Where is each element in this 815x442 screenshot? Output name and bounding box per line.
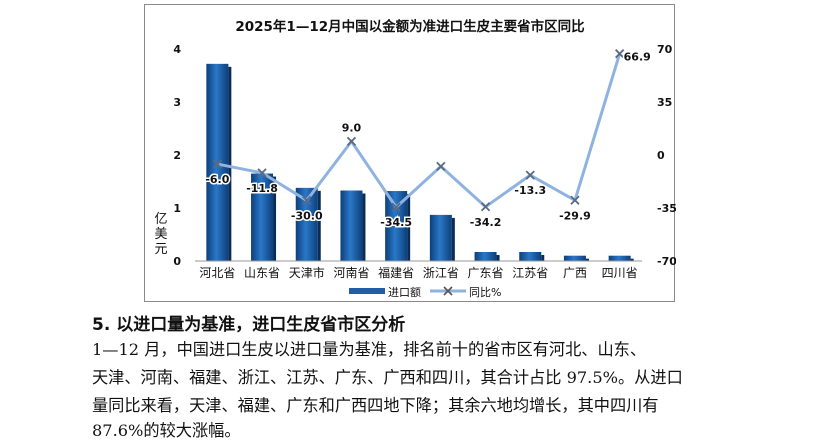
bar: [340, 190, 363, 261]
bar-shadow: [451, 217, 455, 261]
left-tick-label: 0: [173, 255, 181, 268]
bar: [295, 187, 318, 261]
left-tick-label: 2: [173, 149, 181, 162]
x-tick-label: 山东省: [244, 266, 280, 280]
bar: [474, 251, 497, 261]
right-tick-label: 0: [657, 149, 665, 162]
bar-shadow: [273, 176, 277, 261]
legend-line-label: 同比%: [469, 286, 501, 299]
bar-series: [206, 63, 634, 262]
right-tick-label: -70: [657, 255, 676, 268]
point-label: 9.0: [342, 121, 362, 134]
paragraph-line-3: 量同比来看，天津、福建、广东和广西四地下降；其余六地均增长，其中四川有: [92, 396, 659, 415]
point-label: -34.2: [470, 216, 502, 229]
line-point: [391, 202, 401, 212]
bar-shadow: [630, 258, 634, 261]
bar: [251, 173, 274, 261]
right-tick-label: -35: [657, 202, 676, 215]
bar: [519, 251, 542, 261]
bar: [608, 255, 631, 261]
bar-shadow: [496, 254, 500, 261]
left-axis: 0 1 2 3 4: [173, 43, 181, 268]
bar-shadow: [362, 193, 366, 261]
line-point: [302, 195, 312, 206]
y-axis-label-char: 亿: [154, 212, 167, 227]
line-point: [570, 195, 580, 205]
legend-bar-label: 进口额: [388, 286, 421, 299]
left-tick-label: 4: [173, 43, 181, 56]
y-axis-label-char: 元: [154, 242, 167, 257]
bar-shadow: [228, 66, 232, 261]
line-point: [525, 170, 535, 180]
x-tick-label: 河南省: [333, 265, 369, 280]
y-axis-label: 亿美元: [154, 212, 167, 257]
bar-shadow: [407, 194, 411, 261]
point-label: -34.5: [380, 216, 412, 229]
right-tick-label: 70: [657, 43, 673, 56]
x-tick-label: 广西: [563, 266, 587, 280]
line-point: [436, 161, 446, 171]
x-tick-label: 浙江省: [423, 266, 459, 280]
import-chart: 2025年1—12月中国以金额为准进口生皮主要省市区同比 0 1 2 3 4 -70 -3…: [144, 4, 676, 302]
point-label: -13.3: [514, 184, 546, 197]
x-tick-label: 四川省: [602, 266, 638, 280]
left-tick-label: 1: [173, 202, 181, 215]
chart-canvas: 2025年1—12月中国以金额为准进口生皮主要省市区同比 0 1 2 3 4 -70 -3…: [154, 18, 676, 299]
right-axis: -70 -35 0 35 70: [657, 43, 676, 268]
chart-title: 2025年1—12月中国以金额为准进口生皮主要省市区同比: [235, 18, 584, 35]
line-point: [257, 168, 267, 178]
legend-line-marker: [443, 286, 453, 296]
bar-shadow: [585, 258, 589, 261]
point-label: -11.8: [246, 182, 278, 195]
bar: [429, 214, 452, 261]
y-axis-label-char: 美: [154, 227, 167, 242]
paragraph-line-1: 1—12 月，中国进口生皮以进口量为基准，排名前十的省市区有河北、山东、: [92, 340, 647, 359]
line-point: [212, 159, 222, 169]
x-tick-label: 天津市: [289, 265, 325, 280]
x-tick-label: 江苏省: [512, 266, 548, 280]
point-label: -29.9: [559, 209, 591, 222]
right-tick-label: 35: [657, 96, 672, 109]
legend-bar-swatch: [349, 288, 385, 294]
bar: [206, 63, 229, 262]
bar-shadow: [317, 190, 321, 261]
line-point: [615, 49, 625, 59]
line-series: [212, 49, 625, 212]
section-heading: 5. 以进口量为基准，进口生皮省市区分析: [92, 315, 406, 335]
line-point: [480, 202, 491, 212]
paragraph-line-4: 87.6%的较大涨幅。: [92, 421, 241, 440]
point-label: -6.0: [205, 173, 229, 186]
x-axis-labels: 河北省 山东省 天津市 河南省 福建省 浙江省 广东省 江苏省 广西 四川省: [199, 265, 637, 280]
line-path: [217, 53, 622, 209]
point-label: 66.9: [624, 51, 651, 64]
line-point: [346, 136, 357, 147]
bar: [563, 255, 586, 261]
paragraph-line-2: 天津、河南、福建、浙江、江苏、广东、广西和四川，其合计占比 97.5%。从进口: [92, 368, 683, 387]
x-tick-label: 广东省: [468, 266, 504, 280]
left-tick-label: 3: [173, 96, 181, 109]
bar: [385, 191, 408, 261]
bar-shadow: [541, 254, 545, 261]
x-tick-label: 福建省: [378, 265, 414, 280]
legend: 进口额 同比%: [349, 286, 501, 299]
x-tick-label: 河北省: [199, 266, 235, 280]
point-label: -30.0: [291, 209, 323, 222]
point-labels: -6.0 -11.8 -30.0 9.0 -34.5 -34.2 -13.3 -29.9 66.…: [204, 49, 652, 231]
